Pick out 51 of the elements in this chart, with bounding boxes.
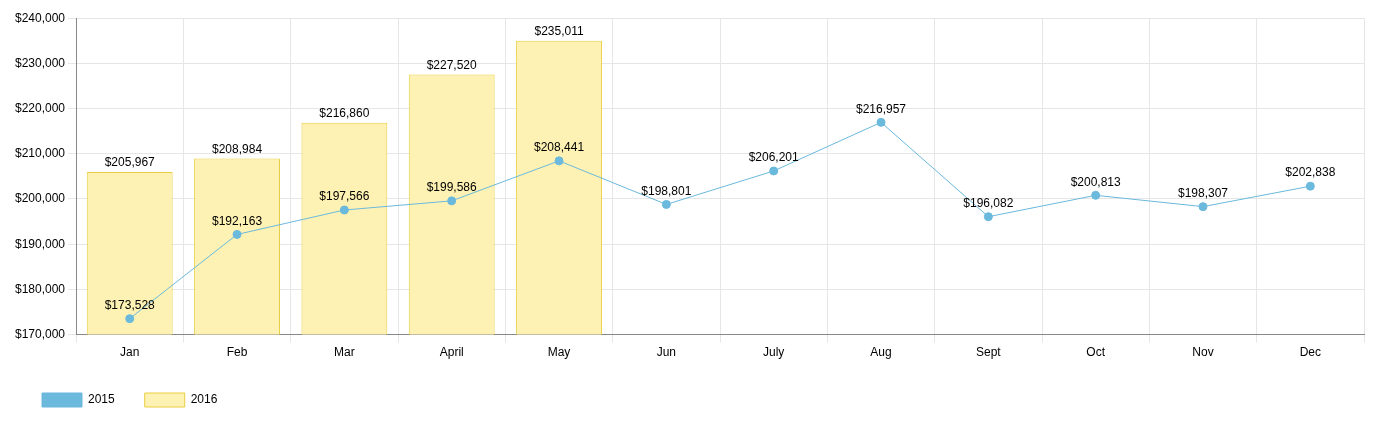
data-label: $206,201: [748, 150, 800, 165]
x-tick-label: Feb: [226, 345, 248, 360]
data-label: $208,984: [212, 141, 263, 156]
point: [447, 196, 457, 206]
x-tick-label: May: [547, 345, 571, 360]
data-label: $192,163: [212, 213, 263, 228]
data-label: $227,520: [426, 57, 478, 72]
x-tick-label: Jun: [656, 345, 677, 360]
x-tick-label: Nov: [1192, 345, 1214, 360]
x-tick-label: April: [439, 345, 464, 360]
point: [554, 156, 564, 166]
data-label: $208,441: [534, 140, 585, 155]
data-label: $216,957: [855, 101, 907, 116]
data-label: $205,967: [104, 155, 156, 170]
point: [876, 117, 886, 127]
y-tick-label: $240,000: [14, 10, 66, 25]
y-tick-label: $200,000: [14, 191, 66, 206]
x-tick-label: Oct: [1086, 345, 1106, 360]
data-label: $199,586: [426, 180, 478, 195]
data-label: $202,838: [1285, 165, 1336, 180]
point: [1305, 181, 1315, 191]
x-tick-label: July: [763, 345, 785, 360]
x-tick-label: Jan: [120, 345, 140, 360]
y-tick-label: $230,000: [14, 55, 66, 70]
data-label: $235,011: [534, 24, 584, 39]
x-tick-label: Aug: [870, 345, 892, 360]
y-tick-label: $220,000: [14, 100, 66, 115]
data-label: $216,860: [319, 106, 370, 121]
point: [983, 212, 993, 222]
y-tick-label: $190,000: [14, 236, 66, 251]
point: [769, 166, 779, 176]
data-label: $197,566: [319, 189, 370, 204]
legend-label: 2015: [88, 392, 116, 407]
y-tick-label: $210,000: [14, 146, 66, 161]
y-tick-label: $170,000: [14, 326, 66, 341]
x-tick-label: Dec: [1299, 345, 1322, 360]
data-label: $196,082: [963, 196, 1014, 211]
data-label: $200,813: [1070, 174, 1122, 189]
data-label: $198,801: [641, 183, 692, 198]
x-tick-label: Sept: [976, 345, 1002, 360]
data-label: $173,528: [104, 297, 156, 312]
point: [1091, 190, 1101, 200]
point: [1198, 202, 1208, 212]
x-tick-label: Mar: [334, 345, 355, 360]
point: [661, 199, 671, 209]
data-label: $198,307: [1177, 185, 1229, 200]
point: [232, 229, 242, 239]
y-tick-label: $180,000: [14, 281, 66, 296]
point: [339, 205, 349, 215]
legend-label: 2016: [190, 392, 218, 407]
point: [125, 314, 135, 324]
